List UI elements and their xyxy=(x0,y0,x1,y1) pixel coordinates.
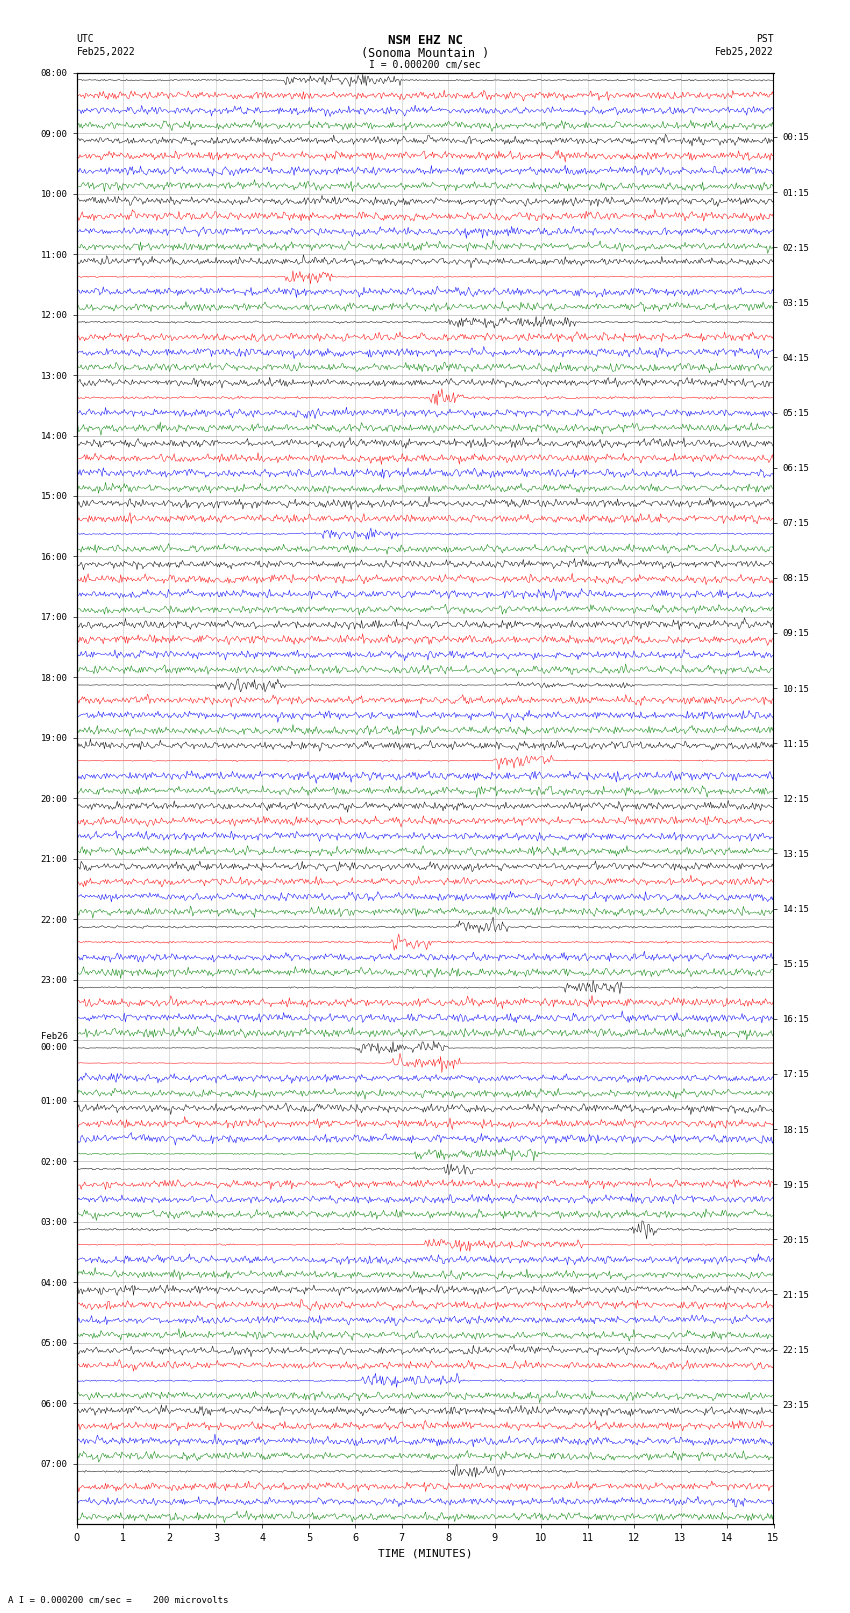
Text: I = 0.000200 cm/sec: I = 0.000200 cm/sec xyxy=(369,60,481,69)
Text: A I = 0.000200 cm/sec =    200 microvolts: A I = 0.000200 cm/sec = 200 microvolts xyxy=(8,1595,229,1605)
Text: Feb25,2022: Feb25,2022 xyxy=(76,47,135,56)
Text: PST: PST xyxy=(756,34,774,44)
Text: NSM EHZ NC: NSM EHZ NC xyxy=(388,34,462,47)
Text: Feb25,2022: Feb25,2022 xyxy=(715,47,774,56)
Text: (Sonoma Mountain ): (Sonoma Mountain ) xyxy=(361,47,489,60)
Text: UTC: UTC xyxy=(76,34,94,44)
X-axis label: TIME (MINUTES): TIME (MINUTES) xyxy=(377,1548,473,1558)
